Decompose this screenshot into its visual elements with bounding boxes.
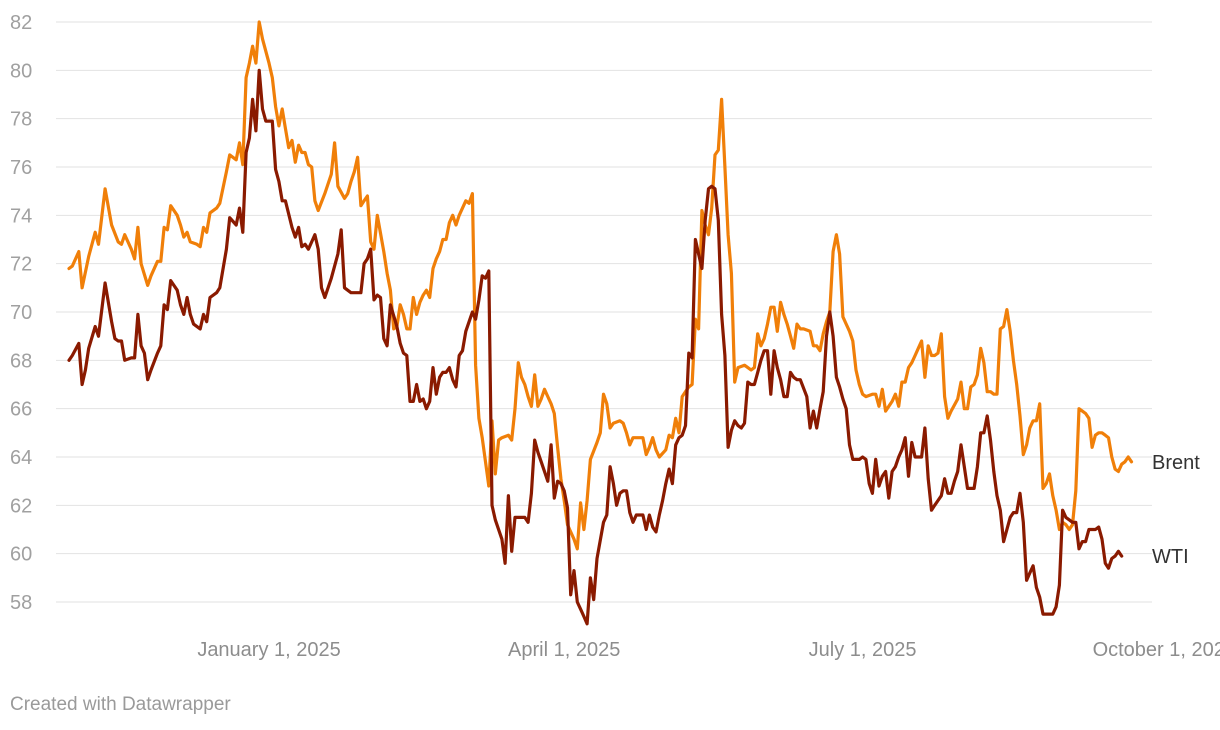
y-tick-label-78: 78 [10,109,32,131]
gridlines [56,21,1152,603]
x-tick-label-1: April 1, 2025 [508,639,620,661]
series-label-brent: Brent [1152,452,1200,474]
y-tick-label-72: 72 [10,254,32,276]
x-axis-ticks: January 1, 2025 April 1, 2025 July 1, 2025… [197,639,1220,661]
series-line-wti [67,68,1124,626]
x-tick-label-3: October 1, 2025 [1093,639,1220,661]
y-tick-label-60: 60 [10,544,32,566]
series-line-brent [67,20,1134,551]
line-chart: 58 60 62 64 66 68 70 72 74 76 78 80 82 January 1, 20… [10,12,1220,661]
y-tick-label-82: 82 [10,12,32,34]
x-tick-label-0: January 1, 2025 [197,639,340,661]
datawrapper-credit: Created with Datawrapper [10,694,231,715]
y-axis-ticks: 58 60 62 64 66 68 70 72 74 76 78 80 82 [10,12,32,614]
y-tick-label-68: 68 [10,350,32,372]
y-tick-label-62: 62 [10,495,32,517]
series-labels: Brent WTI [1152,452,1200,568]
y-tick-label-70: 70 [10,302,32,324]
y-tick-label-66: 66 [10,399,32,421]
y-tick-label-80: 80 [10,60,32,82]
series-lines [67,20,1134,626]
y-tick-label-76: 76 [10,157,32,179]
y-tick-label-58: 58 [10,592,32,614]
y-tick-label-64: 64 [10,447,32,469]
x-tick-label-2: July 1, 2025 [809,639,917,661]
y-tick-label-74: 74 [10,205,32,227]
series-label-wti: WTI [1152,546,1189,568]
